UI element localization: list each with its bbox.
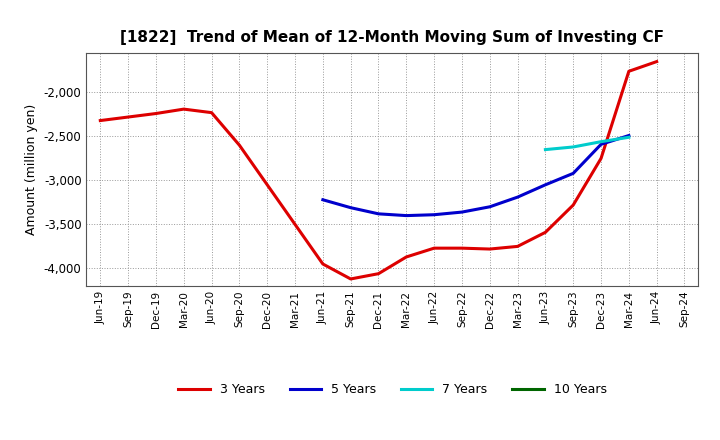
Y-axis label: Amount (million yen): Amount (million yen) [25, 104, 38, 235]
Legend: 3 Years, 5 Years, 7 Years, 10 Years: 3 Years, 5 Years, 7 Years, 10 Years [174, 378, 611, 401]
Title: [1822]  Trend of Mean of 12-Month Moving Sum of Investing CF: [1822] Trend of Mean of 12-Month Moving … [120, 29, 665, 45]
